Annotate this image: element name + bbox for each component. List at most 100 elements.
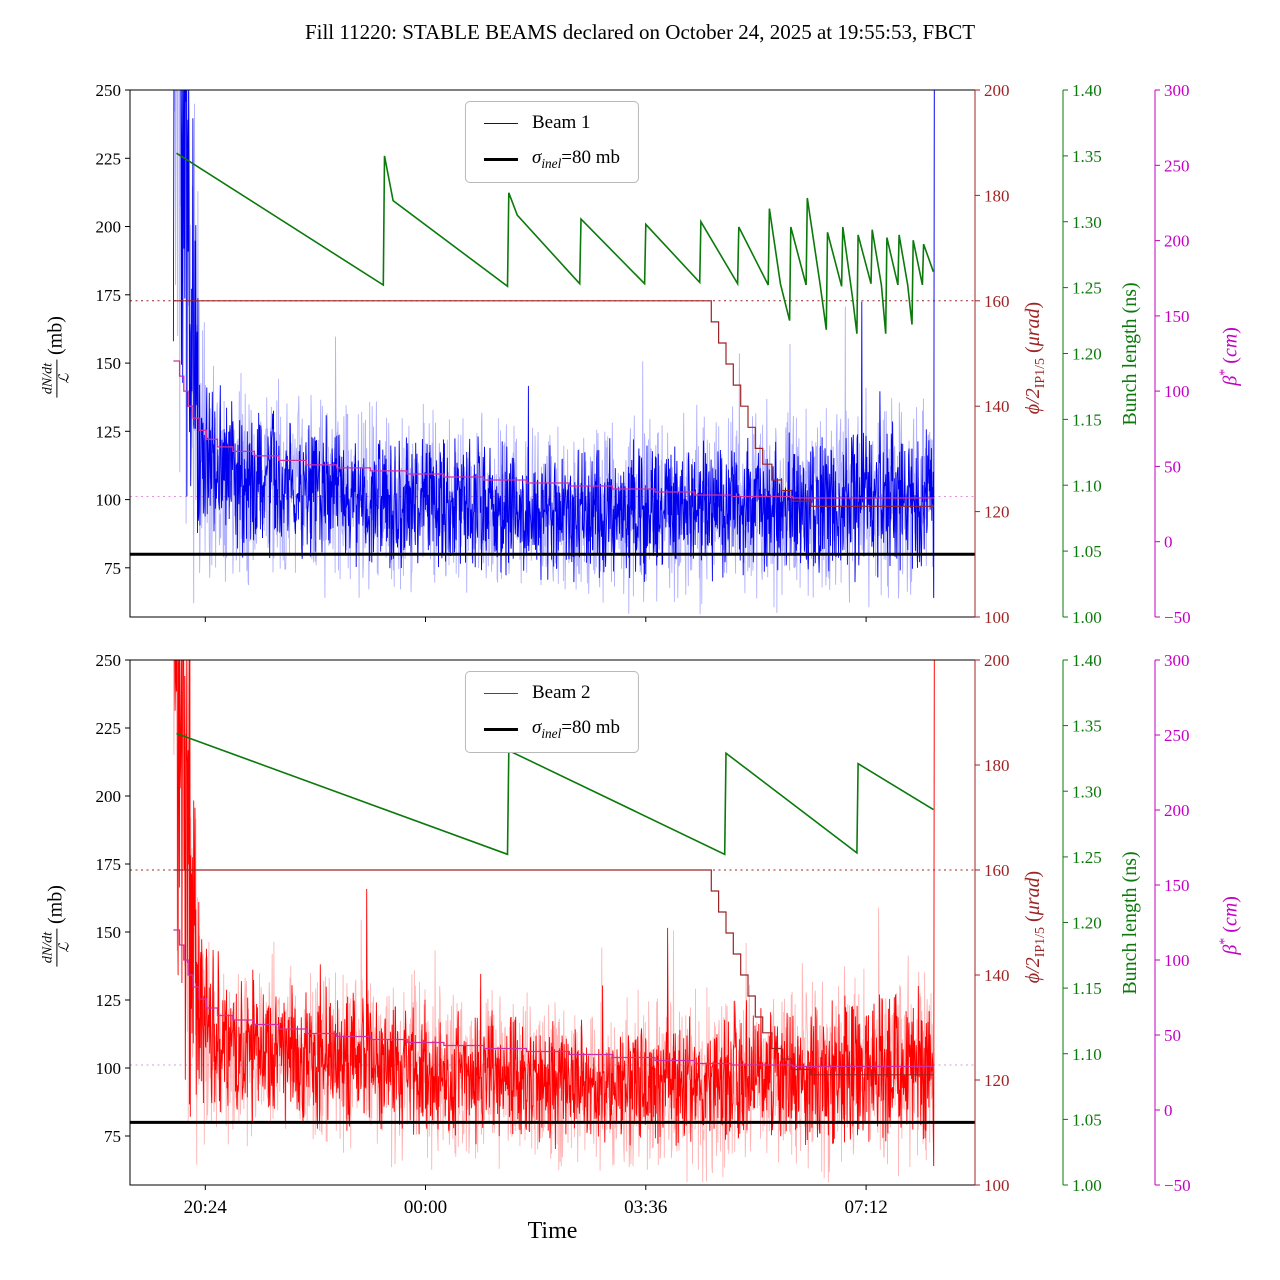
bunch-length-line [176, 732, 934, 856]
legend-label: Beam 1 [531, 112, 591, 133]
legend-line-sample [483, 157, 518, 161]
tick-label: 200 [96, 787, 122, 806]
tick-label: 200 [96, 218, 122, 237]
cross-section-axis-label: dN/dt ℒ (mb) [40, 186, 73, 526]
tick-label: 50 [1164, 457, 1181, 476]
tick-label: 1.00 [1072, 608, 1102, 627]
bunch-length-axis-label: Bunch length (ns) [1119, 850, 1141, 995]
tick-label: 140 [984, 397, 1010, 416]
tick-label: 175 [96, 855, 122, 874]
tick-label: 150 [1164, 307, 1190, 326]
tick-label: 1.05 [1072, 1110, 1102, 1129]
tick-label: 1.35 [1072, 717, 1102, 736]
beta-star-axis-label: β* (cm) [1217, 326, 1242, 386]
tick-label: 1.10 [1072, 1045, 1102, 1064]
tick-label: 140 [984, 966, 1010, 985]
tick-label: 75 [104, 1127, 121, 1146]
tick-label: 150 [96, 354, 122, 373]
tick-label: 200 [1164, 232, 1190, 251]
legend-line-sample [483, 727, 518, 731]
beta-star-line [173, 929, 934, 1068]
legend-entry: σinel=80 mb [483, 717, 621, 742]
tick-label: 1.30 [1072, 782, 1102, 801]
tick-label: 1.20 [1072, 345, 1102, 364]
tick-label: 03:36 [624, 1197, 667, 1218]
tick-label: 250 [96, 81, 122, 100]
tick-label: 1.10 [1072, 476, 1102, 495]
legend-line-sample [483, 692, 518, 694]
tick-label: 250 [96, 651, 122, 670]
tick-label: 100 [1164, 382, 1190, 401]
tick-label: 200 [1164, 801, 1190, 820]
tick-label: 120 [984, 1071, 1010, 1090]
tick-label: 200 [984, 651, 1010, 670]
beta-star-line [173, 360, 934, 499]
tick-label: 1.30 [1072, 213, 1102, 232]
tick-label: 200 [984, 81, 1010, 100]
tick-label: 160 [984, 292, 1010, 311]
tick-label: −50 [1164, 608, 1191, 627]
beam1-trace [172, 90, 935, 598]
x-axis-label: Time [527, 1218, 578, 1244]
bunch-length-axis-label: Bunch length (ns) [1119, 281, 1141, 426]
tick-label: 1.15 [1072, 979, 1102, 998]
legend-line-sample [483, 122, 518, 124]
legend-beam1: Beam 1 σinel=80 mb [464, 101, 640, 183]
tick-label: 250 [1164, 726, 1190, 745]
tick-label: 1.00 [1072, 1176, 1102, 1195]
tick-label: 180 [984, 186, 1010, 205]
figure-title: Fill 11220: STABLE BEAMS declared on Oct… [304, 20, 976, 44]
crossing-angle-axis-label: ϕ/2IP1/5 (μrad) [1022, 870, 1048, 983]
tick-label: 125 [96, 422, 122, 441]
legend-entry: Beam 1 [483, 112, 620, 134]
tick-label: 1.40 [1072, 81, 1102, 100]
tick-label: 1.35 [1072, 147, 1102, 166]
crossing-angle-axis-label: ϕ/2IP1/5 (μrad) [1022, 301, 1048, 414]
tick-label: 120 [984, 503, 1010, 522]
panel-beam2-plot-area [130, 660, 975, 1183]
tick-label: 100 [96, 491, 122, 510]
tick-label: 100 [1164, 951, 1190, 970]
tick-label: 225 [96, 149, 122, 168]
tick-label: 100 [984, 608, 1010, 627]
bunch-length-line [176, 152, 935, 334]
tick-label: 1.15 [1072, 410, 1102, 429]
tick-label: 1.25 [1072, 848, 1102, 867]
tick-label: 50 [1164, 1026, 1181, 1045]
crossing-angle-line [173, 869, 934, 1076]
tick-label: 150 [1164, 876, 1190, 895]
tick-label: 150 [96, 923, 122, 942]
legend-label: σinel=80 mb [531, 147, 621, 171]
cross-section-axis-label: dN/dt ℒ (mb) [40, 755, 73, 1095]
tick-label: 07:12 [844, 1197, 887, 1218]
tick-label: 300 [1164, 651, 1190, 670]
tick-label: 1.40 [1072, 651, 1102, 670]
tick-label: −50 [1164, 1176, 1191, 1195]
legend-entry: σinel=80 mb [483, 147, 621, 172]
tick-label: 250 [1164, 156, 1190, 175]
tick-label: 300 [1164, 81, 1190, 100]
tick-label: 160 [984, 861, 1010, 880]
tick-label: 100 [96, 1059, 122, 1078]
legend-label: σinel=80 mb [531, 717, 621, 741]
tick-label: 180 [984, 756, 1010, 775]
tick-label: 100 [984, 1176, 1010, 1195]
crossing-angle-line [173, 300, 934, 507]
tick-label: 75 [104, 559, 121, 578]
tick-label: 225 [96, 719, 122, 738]
legend-entry: Beam 2 [483, 682, 620, 704]
panel-beam1-plot-area [130, 90, 975, 615]
tick-label: 00:00 [404, 1197, 447, 1218]
tick-label: 175 [96, 286, 122, 305]
tick-label: 125 [96, 991, 122, 1010]
tick-label: 0 [1164, 533, 1173, 552]
tick-label: 20:24 [184, 1197, 228, 1218]
tick-label: 0 [1164, 1101, 1173, 1120]
tick-label: 1.25 [1072, 279, 1102, 298]
tick-label: 1.20 [1072, 914, 1102, 933]
tick-label: 1.05 [1072, 542, 1102, 561]
legend-label: Beam 2 [531, 682, 591, 703]
legend-beam2: Beam 2 σinel=80 mb [464, 671, 640, 753]
